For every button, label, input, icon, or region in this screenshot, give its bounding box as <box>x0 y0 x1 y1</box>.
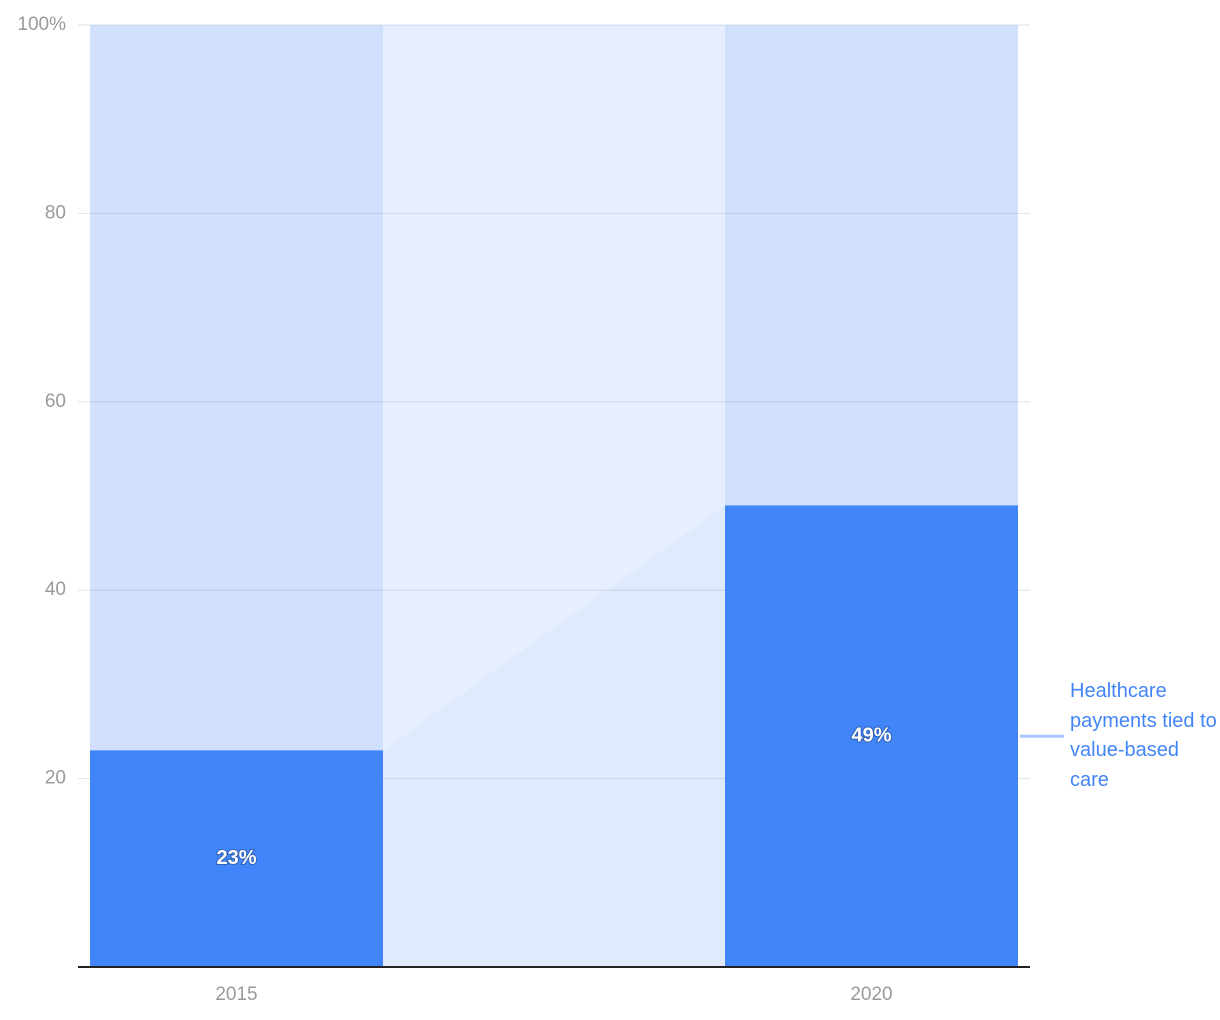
value-label: 23% <box>216 847 256 869</box>
y-tick-label: 80 <box>45 202 66 223</box>
connector-area <box>383 505 725 967</box>
bar <box>90 750 383 967</box>
x-tick-label: 2020 <box>850 984 892 1005</box>
y-tick-label: 60 <box>45 391 66 412</box>
legend-box: Healthcare payments tied to value-based … <box>1070 680 1217 791</box>
bar <box>725 505 1018 967</box>
x-tick-label: 2015 <box>215 984 257 1005</box>
y-tick-label: 100% <box>17 14 66 35</box>
legend-label: Healthcare payments tied to value-based … <box>1070 680 1217 791</box>
y-tick-label: 20 <box>45 768 66 789</box>
y-tick-label: 40 <box>45 579 66 600</box>
value-label: 49% <box>851 724 891 746</box>
